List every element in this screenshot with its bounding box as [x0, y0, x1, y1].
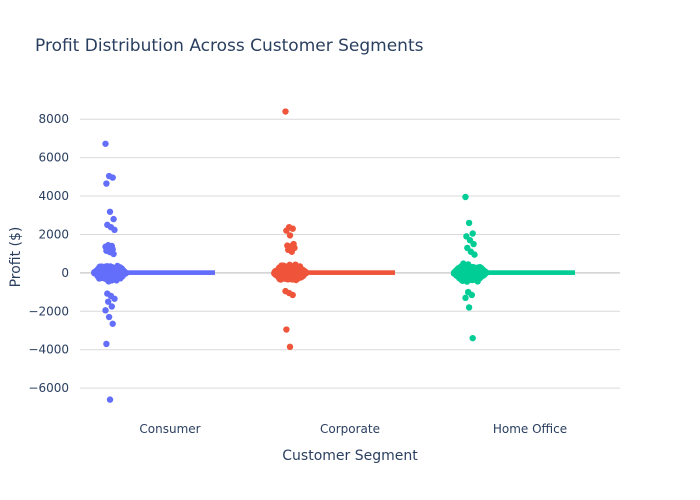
data-point: [292, 276, 300, 284]
outlier-point: [106, 208, 114, 215]
data-point: [101, 267, 108, 275]
outlier-point: [286, 343, 294, 351]
outlier-point: [288, 248, 295, 255]
outlier-point: [465, 304, 473, 311]
y-tick-label: −2000: [28, 304, 69, 318]
outlier-point: [283, 227, 290, 234]
y-tick-label: 4000: [38, 189, 69, 203]
outlier-point: [289, 225, 296, 232]
chart-title: Profit Distribution Across Customer Segm…: [35, 36, 424, 56]
data-point: [294, 270, 301, 278]
y-axis-ticks: −6000 −4000 −2000 0 2000 4000 6000 8000: [28, 112, 69, 395]
outlier-point: [469, 334, 476, 342]
data-point: [282, 271, 289, 278]
y-axis-title: Profit ($): [8, 227, 24, 288]
outlier-point: [289, 291, 296, 299]
outlier-point: [471, 251, 478, 258]
outlier-point: [470, 240, 477, 248]
y-tick-label: 0: [61, 266, 69, 280]
outlier-point: [109, 174, 116, 181]
series-consumer: [91, 140, 215, 403]
data-point: [466, 271, 474, 278]
outlier-point: [469, 230, 476, 237]
outlier-point: [102, 307, 109, 314]
data-point: [459, 270, 466, 278]
series-home-office: [450, 193, 575, 342]
series-corporate: [271, 108, 395, 351]
data-point: [469, 265, 477, 272]
outlier-point: [462, 294, 469, 302]
data-point: [115, 270, 122, 278]
outlier-point: [110, 215, 117, 223]
y-tick-label: 8000: [38, 112, 69, 126]
data-point: [281, 266, 288, 273]
outlier-point: [109, 320, 116, 327]
outlier-point: [111, 226, 118, 234]
x-axis-title: Customer Segment: [282, 448, 418, 464]
outlier-point: [102, 140, 109, 147]
y-tick-label: 2000: [38, 227, 69, 241]
outlier-point: [286, 232, 294, 239]
outlier-point: [282, 108, 289, 115]
x-axis-ticks: Consumer Corporate Home Office: [139, 422, 567, 436]
outlier-point: [465, 219, 473, 227]
x-tick-label: Home Office: [493, 422, 567, 436]
outlier-point: [105, 298, 112, 305]
outlier-point: [108, 303, 116, 310]
outlier-point: [103, 340, 110, 348]
data-point: [294, 264, 302, 271]
outlier-point: [110, 250, 117, 258]
outlier-point: [462, 193, 469, 201]
series-group: [91, 108, 575, 403]
y-tick-label: −6000: [28, 381, 69, 395]
outlier-point: [283, 326, 290, 333]
data-point: [104, 271, 111, 279]
data-point: [275, 268, 282, 276]
y-tick-label: −4000: [28, 343, 69, 357]
outlier-point: [106, 396, 114, 403]
x-tick-label: Corporate: [320, 422, 380, 436]
outlier-point: [468, 291, 475, 299]
outlier-point: [111, 295, 118, 302]
outlier-point: [103, 180, 110, 187]
data-point: [451, 268, 459, 276]
data-point: [287, 269, 294, 276]
outlier-point: [105, 313, 113, 321]
y-tick-label: 6000: [38, 151, 69, 165]
x-tick-label: Consumer: [139, 422, 200, 436]
data-point: [94, 272, 102, 279]
